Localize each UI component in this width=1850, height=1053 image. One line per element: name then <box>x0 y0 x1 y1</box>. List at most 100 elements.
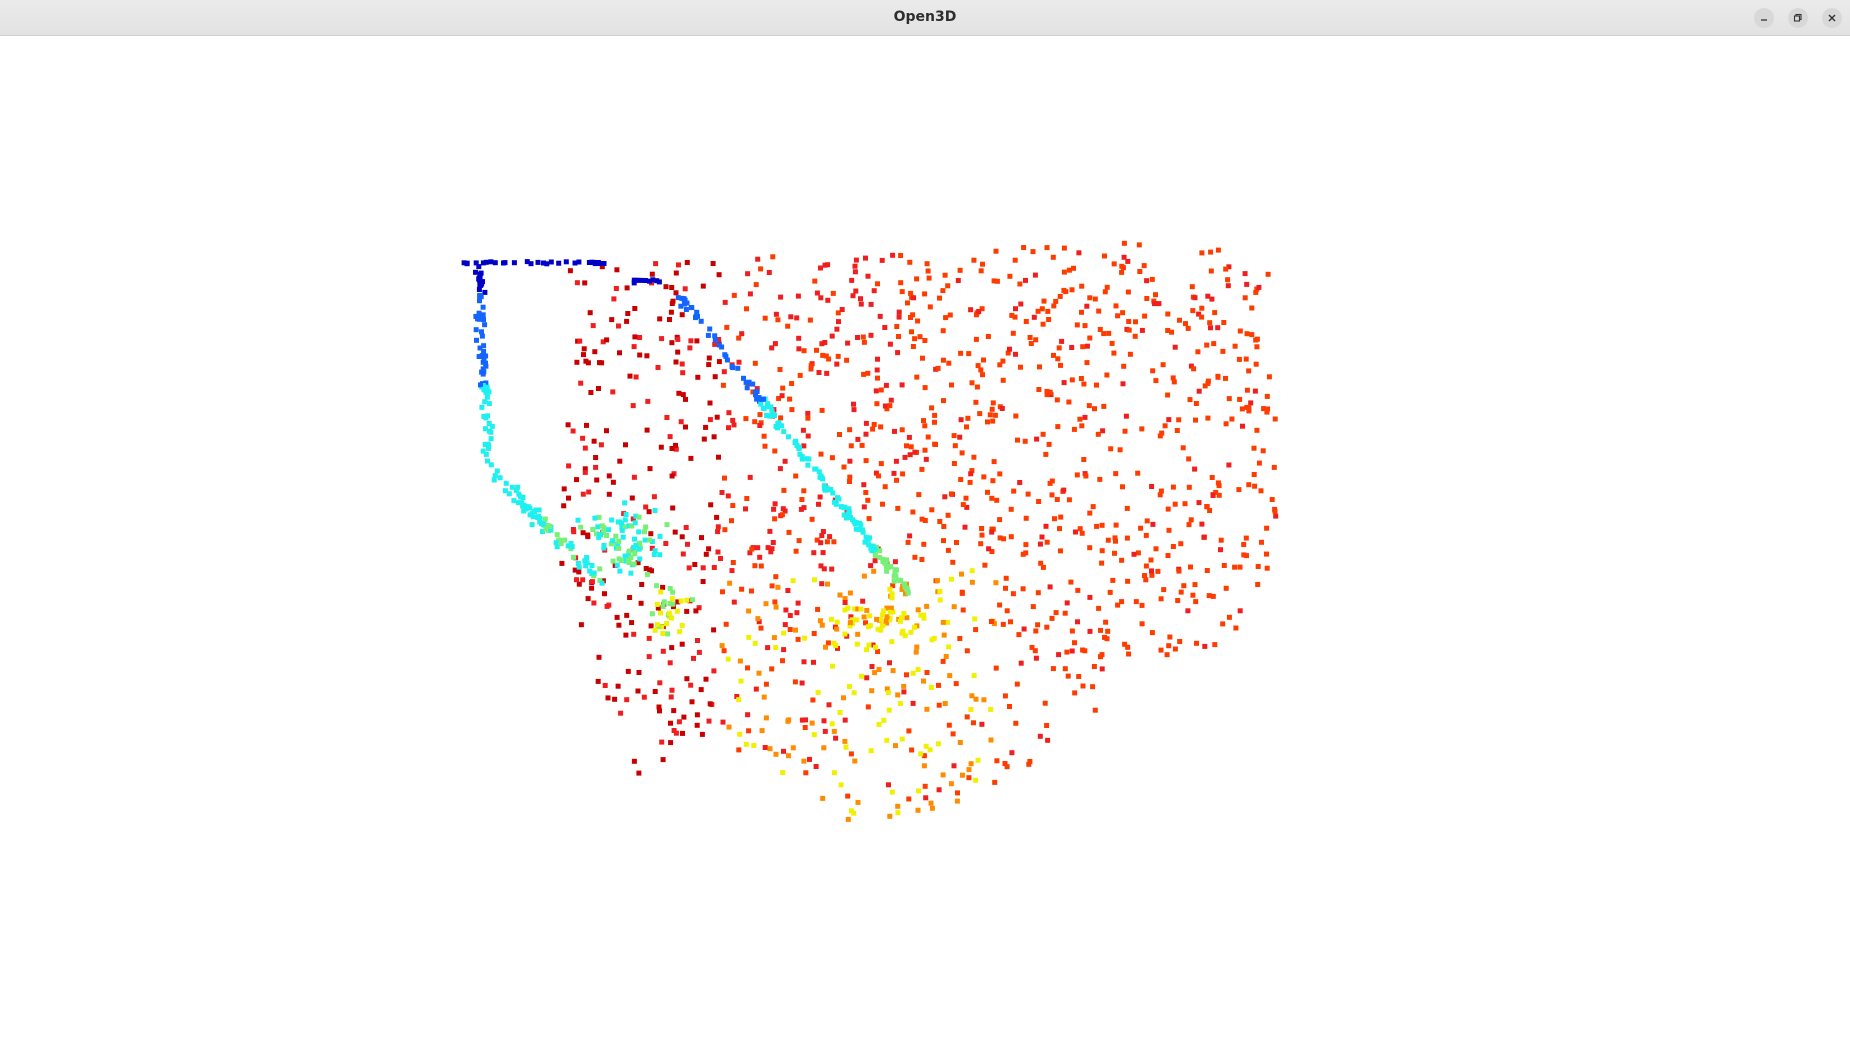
point <box>596 386 601 391</box>
point <box>822 262 828 268</box>
point <box>1037 541 1043 547</box>
point <box>1009 750 1015 756</box>
point <box>484 384 490 390</box>
point <box>973 312 979 318</box>
point <box>940 357 946 363</box>
point <box>773 604 779 610</box>
point <box>643 504 649 510</box>
point <box>1021 245 1027 250</box>
point <box>822 340 828 345</box>
point <box>918 751 924 757</box>
point <box>672 529 678 535</box>
point <box>1100 428 1106 434</box>
close-icon <box>1828 14 1836 22</box>
point <box>1138 525 1144 531</box>
point <box>1047 584 1053 590</box>
title-bar[interactable]: Open3D <box>0 0 1850 36</box>
point <box>884 737 890 743</box>
point <box>694 338 700 344</box>
point <box>819 475 825 481</box>
point <box>845 793 851 799</box>
point <box>902 454 908 460</box>
point <box>1120 484 1125 490</box>
point <box>701 436 707 442</box>
point <box>624 612 630 618</box>
point <box>1202 383 1208 389</box>
point <box>1084 303 1090 309</box>
point <box>778 294 784 300</box>
point <box>843 515 849 521</box>
point <box>693 608 699 614</box>
point <box>722 299 728 305</box>
point <box>988 737 994 743</box>
minimize-button[interactable] <box>1754 8 1774 28</box>
point <box>854 617 860 623</box>
point <box>632 520 638 526</box>
point <box>873 388 879 394</box>
point <box>1170 484 1176 490</box>
point <box>1104 636 1110 642</box>
point <box>576 259 582 265</box>
point <box>880 612 885 618</box>
point <box>580 530 586 536</box>
point <box>855 436 861 442</box>
point <box>1204 342 1210 348</box>
point <box>631 561 637 567</box>
3d-viewport[interactable] <box>0 37 1850 1053</box>
point <box>1023 542 1029 548</box>
point <box>989 529 995 535</box>
point <box>999 406 1005 411</box>
restore-button[interactable] <box>1788 8 1808 28</box>
point <box>731 292 737 298</box>
point <box>899 615 904 621</box>
point <box>561 486 567 492</box>
point <box>648 623 654 629</box>
point <box>790 745 796 751</box>
point <box>1158 647 1164 653</box>
point <box>1204 504 1210 509</box>
point <box>478 270 484 276</box>
point <box>793 473 799 479</box>
point <box>821 718 827 724</box>
point <box>752 563 758 569</box>
point <box>574 280 580 286</box>
point <box>668 694 674 700</box>
point <box>887 813 893 819</box>
point <box>1001 536 1007 542</box>
close-button[interactable] <box>1822 8 1842 28</box>
point <box>604 337 610 343</box>
point <box>1040 564 1046 570</box>
point <box>1218 547 1223 553</box>
point <box>1002 761 1008 766</box>
point <box>1020 586 1026 592</box>
point <box>921 418 926 424</box>
point <box>1044 624 1050 630</box>
point <box>847 620 853 626</box>
point <box>711 434 717 440</box>
point <box>581 352 586 358</box>
point <box>943 654 949 659</box>
point <box>486 442 492 448</box>
point <box>884 557 890 563</box>
point <box>1047 480 1053 486</box>
point <box>892 568 898 574</box>
point <box>1125 578 1131 584</box>
point <box>683 424 688 430</box>
point <box>736 697 742 703</box>
point <box>480 383 486 388</box>
point <box>936 702 942 708</box>
point <box>1161 587 1167 593</box>
point <box>957 636 963 641</box>
point <box>707 417 713 423</box>
point <box>988 706 994 712</box>
point <box>863 431 869 437</box>
point <box>968 471 974 477</box>
point <box>887 586 893 592</box>
point <box>900 471 906 477</box>
point <box>994 278 1000 284</box>
point <box>863 490 869 495</box>
point <box>848 751 854 757</box>
point <box>973 696 979 702</box>
point <box>829 333 835 339</box>
point-cloud[interactable] <box>0 37 1850 1053</box>
